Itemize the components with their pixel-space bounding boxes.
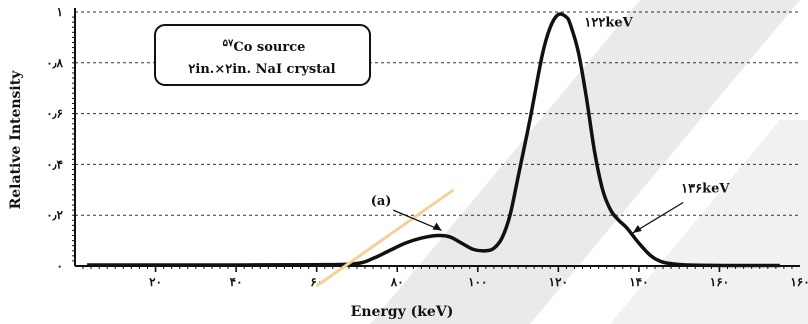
watermark-shape-2 xyxy=(610,120,808,324)
highlight-stroke xyxy=(315,188,455,288)
legend-line2: ۲in.×۲in. NaI crystal xyxy=(188,62,335,77)
x-tick-label-5: ۱۲۰ xyxy=(549,275,568,289)
watermark-shape xyxy=(370,0,800,324)
legend-line1-text: Co source xyxy=(233,40,305,55)
x-tick-label-8: ۱۶۰ xyxy=(790,275,808,289)
y-tick-label-0: ۰ xyxy=(57,259,63,273)
label-a: (a) xyxy=(371,194,392,209)
y-tick-label-4: ۰٫۸ xyxy=(46,56,63,70)
arrow-136-line xyxy=(632,201,684,234)
x-tick-label-0: ۲۰ xyxy=(149,275,162,289)
series xyxy=(87,12,780,268)
legend-line1-sup: ۵۷ xyxy=(223,38,234,49)
x-tick-label-3: ۸۰ xyxy=(390,275,404,289)
y-axis-title: Relative Intensity xyxy=(8,70,24,210)
peak-label-136: ۱۳۶keV xyxy=(681,181,730,196)
x-tick-label-1: ۴۰ xyxy=(230,275,243,289)
arrow-a-line xyxy=(392,209,442,232)
legend-line1: ۵۷Co source xyxy=(223,38,306,55)
arrow-136-head xyxy=(632,224,642,233)
y-tick-label-5: ۱ xyxy=(57,5,63,19)
arrow-a-head xyxy=(432,222,442,231)
peak-label-122: ۱۲۲keV xyxy=(584,16,633,31)
x-axis-title: Energy (keV) xyxy=(351,304,454,320)
legend-box: ۵۷Co source ۲in.×۲in. NaI crystal xyxy=(154,24,371,86)
x-tick-label-7: ۱۶۰ xyxy=(710,275,729,289)
legend-frame xyxy=(154,24,371,86)
y-tick-label-1: ۰٫۲ xyxy=(46,208,63,222)
x-tick-label-4: ۱۰۰ xyxy=(468,275,487,289)
y-tick-label-3: ۰٫۶ xyxy=(46,107,63,121)
y-tick-label-2: ۰٫۴ xyxy=(46,157,63,171)
spectrum-line xyxy=(87,12,780,268)
x-tick-label-6: ۱۴۰ xyxy=(629,275,648,289)
annotations: ۱۲۲keV ۱۳۶keV (a) xyxy=(315,16,730,288)
